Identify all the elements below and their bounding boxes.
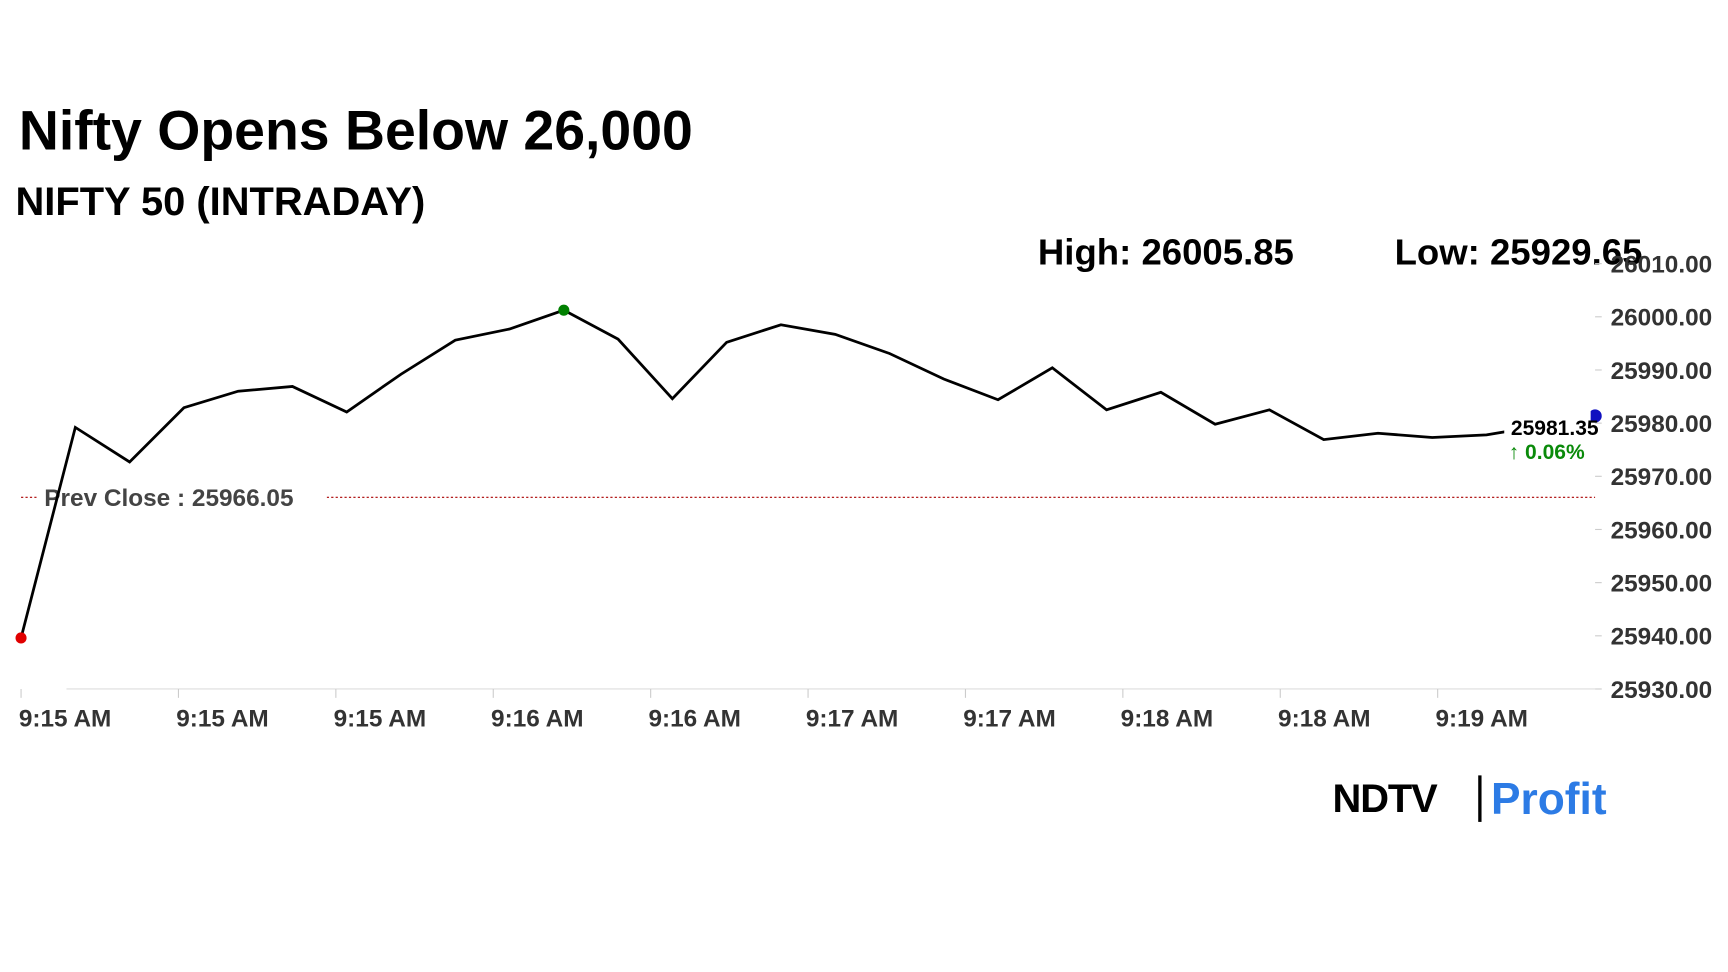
x-tick-label: 9:17 AM (963, 706, 1056, 733)
prev-close-value: 25966.05 (192, 485, 294, 512)
low-text: Low: (1395, 232, 1480, 273)
x-tick-label: 9:18 AM (1121, 706, 1214, 733)
low-value: 25929.65 (1490, 232, 1642, 273)
x-tick-label: 9:18 AM (1278, 706, 1371, 733)
y-tick-label: 25950.00 (1611, 571, 1713, 598)
open-marker (15, 632, 27, 644)
x-tick-label: 9:17 AM (806, 706, 899, 733)
high-value: 26005.85 (1141, 232, 1293, 273)
logo-brand: NDTV (1333, 777, 1439, 821)
y-tick-label: 26010.00 (1611, 251, 1713, 278)
x-tick-label: 9:16 AM (648, 706, 741, 733)
last-value-bg (1504, 409, 1591, 467)
high-text: High: (1038, 232, 1131, 273)
last-marker (1588, 409, 1602, 423)
x-tick-label: 9:19 AM (1435, 706, 1528, 733)
y-tick-label: 25990.00 (1611, 358, 1713, 385)
logo-product: Profit (1491, 775, 1607, 824)
high-marker (558, 304, 570, 316)
y-tick-label: 25930.00 (1611, 677, 1713, 704)
prev-close-text: Prev Close : (44, 485, 185, 512)
x-tick-label: 9:16 AM (491, 706, 584, 733)
logo: NDTV Profit (1333, 775, 1607, 824)
x-tick-label: 9:15 AM (19, 706, 112, 733)
low-label: Low: 25929.65 (1395, 232, 1643, 273)
y-tick-label: 26000.00 (1611, 305, 1713, 332)
prev-close-annotation: Prev Close : 25966.05 (44, 485, 293, 512)
high-label: High: 26005.85 (1038, 232, 1294, 273)
y-tick-label: 25970.00 (1611, 464, 1713, 491)
price-line (19, 308, 1596, 639)
chart-subtitle: NIFTY 50 (INTRADAY) (16, 180, 426, 224)
change-label: ↑ 0.06% (1509, 441, 1585, 464)
y-tick-label: 25940.00 (1611, 624, 1713, 651)
x-tick-label: 9:15 AM (176, 706, 269, 733)
chart-title: Nifty Opens Below 26,000 (19, 100, 693, 162)
y-tick-label: 25960.00 (1611, 517, 1713, 544)
x-tick-label: 9:15 AM (334, 706, 427, 733)
prev-close-bg (36, 481, 327, 513)
y-tick-label: 25980.00 (1611, 411, 1713, 438)
last-value-label: 25981.35 (1511, 417, 1599, 440)
